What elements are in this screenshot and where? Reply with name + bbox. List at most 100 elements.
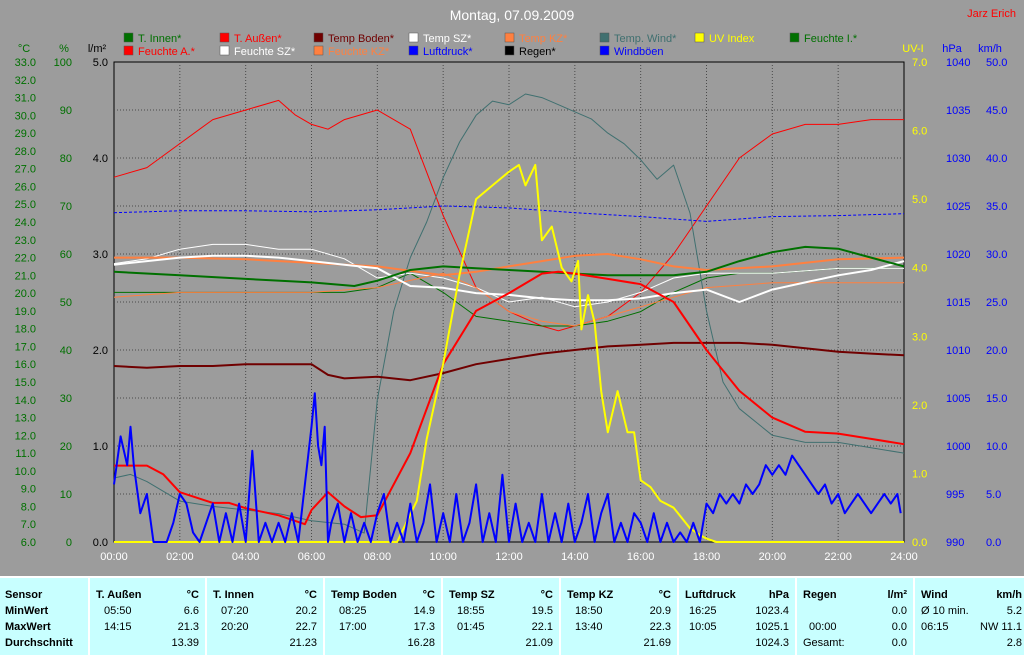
y-tick-label-hum: 80 [60,153,72,165]
y-tick-label-rain: 1.0 [93,441,108,453]
x-tick-label: 02:00 [166,551,194,563]
x-tick-label: 08:00 [364,551,392,563]
y-tick-label-temp: 15.0 [15,377,36,389]
legend-item-label: Temp Boden* [328,33,395,45]
avg-value: 13.39 [171,637,199,649]
max-value: 1025.1 [755,621,789,633]
y-tick-label-wind: 5.0 [986,489,1001,501]
max-time: 20:20 [221,621,249,633]
y-tick-label-hum: 40 [60,345,72,357]
y-tick-label-temp: 27.0 [15,164,36,176]
y-tick-label-temp: 24.0 [15,217,36,229]
series-line-feuchte-kz [113,272,904,327]
col-unit: °C [658,589,671,601]
summary-col-wind: Wind km/h Ø 10 min. 5.2 06:15 NW 11.1 2.… [913,578,1024,655]
y-tick-label-hum: 70 [60,201,72,213]
max-time: 01:45 [457,621,485,633]
series-line-feuchte-sz [113,243,904,308]
row-label-avg: Durchschnitt [5,637,73,649]
wind-avg-value: 5.2 [1006,605,1022,617]
min-time: 16:25 [689,605,717,617]
col-title: T. Außen [96,589,142,601]
min-time: 07:20 [221,605,249,617]
y-tick-label-uv: 0.0 [912,537,927,549]
wind-gust-value: NW 11.1 [980,621,1022,633]
y-tick-label-temp: 18.0 [15,324,36,336]
y-tick-label-wind: 15.0 [986,393,1007,405]
y-tick-label-temp: 11.0 [15,448,36,460]
col-title: Wind [921,589,948,601]
x-tick-label: 22:00 [824,551,852,563]
y-tick-label-temp: 9.0 [21,484,36,496]
y-tick-label-temp: 29.0 [15,128,36,140]
legend-swatch [599,32,610,43]
legend-swatch [123,32,134,43]
min-time: 08:25 [339,605,367,617]
series-line-temp-wind [113,93,905,534]
y-tick-label-uv: 4.0 [912,263,927,275]
col-title: Temp Boden [331,589,397,601]
max-value: 22.3 [649,621,671,633]
y-tick-label-uv: 7.0 [912,57,927,69]
regen-row2-label: 00:00 [809,621,837,633]
y-tick-label-rain: 3.0 [93,249,108,261]
y-tick-label-hum: 60 [60,249,72,261]
y-tick-label-uv: 5.0 [912,194,927,206]
col-title: T. Innen [213,589,254,601]
regen-total-value: 0.0 [891,637,907,649]
y-tick-label-temp: 12.0 [15,430,36,442]
max-value: 17.3 [413,621,435,633]
legend-item-label: Temp KZ* [519,33,568,45]
y-tick-label-temp: 19.0 [15,306,36,318]
y-tick-label-temp: 30.0 [15,110,36,122]
avg-value: 21.23 [289,637,317,649]
axis-title-temp: °C [18,43,30,55]
min-time: 05:50 [104,605,132,617]
x-tick-label: 20:00 [759,551,787,563]
legend-swatch [123,45,134,56]
y-tick-label-press: 1010 [946,345,970,357]
summary-col-t-innen: T. Innen °C 07:20 20.2 20:20 22.7 21.23 [205,578,323,655]
col-unit: °C [304,589,317,601]
max-value: 22.1 [531,621,553,633]
y-tick-label-press: 1035 [946,105,970,117]
min-value: 20.9 [649,605,671,617]
y-tick-label-temp: 22.0 [15,253,36,265]
legend-item-label: Feuchte A.* [138,46,196,58]
weather-chart: Montag, 07.09.2009 Jarz Erich T. Innen* T. … [15,7,1016,563]
min-value: 19.5 [531,605,553,617]
col-title: Temp SZ [449,589,495,601]
legend-swatch [504,32,515,43]
summary-row-labels: Sensor MinWert MaxWert Durchschnitt [0,578,88,655]
summary-col-temp-sz: Temp SZ °C 18:55 19.5 01:45 22.1 21.09 [441,578,559,655]
legend-item-label: Feuchte I.* [804,33,858,45]
col-unit: l/m² [887,589,907,601]
series-line-uv-index [114,163,904,543]
y-tick-label-temp: 26.0 [15,181,36,193]
y-tick-label-press: 1005 [946,393,970,405]
y-tick-label-temp: 32.0 [15,75,36,87]
y-tick-label-press: 1020 [946,249,970,261]
col-unit: °C [540,589,553,601]
legend-item-label: Feuchte KZ* [328,46,390,58]
min-value: 20.2 [295,605,317,617]
legend-swatch [313,32,324,43]
min-value: 6.6 [183,605,199,617]
y-tick-label-temp: 21.0 [15,270,36,282]
y-tick-label-temp: 10.0 [15,466,36,478]
summary-col-temp-boden: Temp Boden °C 08:25 14.9 17:00 17.3 16.2… [323,578,441,655]
y-tick-label-rain: 2.0 [93,345,108,357]
y-tick-label-wind: 50.0 [986,57,1007,69]
y-tick-label-temp: 33.0 [15,57,36,69]
min-time: 18:55 [457,605,485,617]
max-value: 22.7 [295,621,317,633]
y-tick-label-temp: 17.0 [15,341,36,353]
summary-col-t-aussen: T. Außen °C 05:50 6.6 14:15 21.3 13.39 [88,578,205,655]
y-tick-label-temp: 13.0 [15,413,36,425]
legend-item-label: Feuchte SZ* [234,46,296,58]
legend-item-label: T. Außen* [234,33,282,45]
regen-total-label: Gesamt: [803,637,845,649]
legend-swatch [219,45,230,56]
y-tick-label-uv: 3.0 [912,331,927,343]
sensor-header: Sensor [5,589,43,601]
